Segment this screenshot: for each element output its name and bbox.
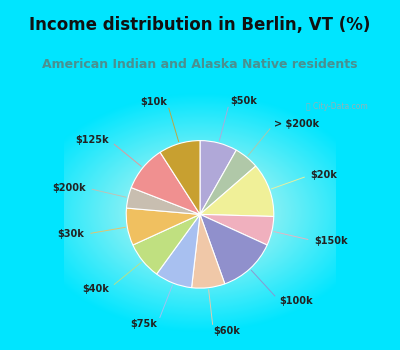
Wedge shape	[160, 141, 200, 214]
Wedge shape	[131, 152, 200, 214]
Text: $50k: $50k	[230, 96, 257, 106]
Wedge shape	[192, 214, 225, 288]
Text: Income distribution in Berlin, VT (%): Income distribution in Berlin, VT (%)	[29, 16, 371, 34]
Wedge shape	[200, 166, 274, 217]
Text: $60k: $60k	[213, 326, 240, 336]
Text: $200k: $200k	[52, 183, 86, 193]
Wedge shape	[126, 208, 200, 245]
Wedge shape	[157, 214, 200, 288]
Wedge shape	[200, 141, 236, 214]
Wedge shape	[200, 214, 274, 245]
Text: $30k: $30k	[58, 229, 84, 239]
Text: $20k: $20k	[310, 170, 337, 180]
Text: $75k: $75k	[131, 318, 158, 329]
Text: ⓘ City-Data.com: ⓘ City-Data.com	[306, 102, 368, 111]
Text: $100k: $100k	[279, 296, 313, 306]
Text: $40k: $40k	[82, 284, 109, 294]
Wedge shape	[133, 214, 200, 274]
Wedge shape	[126, 188, 200, 214]
Text: > $200k: > $200k	[274, 119, 319, 129]
Wedge shape	[200, 150, 256, 214]
Text: $10k: $10k	[140, 97, 167, 107]
Text: $150k: $150k	[314, 236, 348, 246]
Text: $125k: $125k	[76, 135, 109, 145]
Wedge shape	[200, 214, 267, 284]
Text: American Indian and Alaska Native residents: American Indian and Alaska Native reside…	[42, 58, 358, 71]
